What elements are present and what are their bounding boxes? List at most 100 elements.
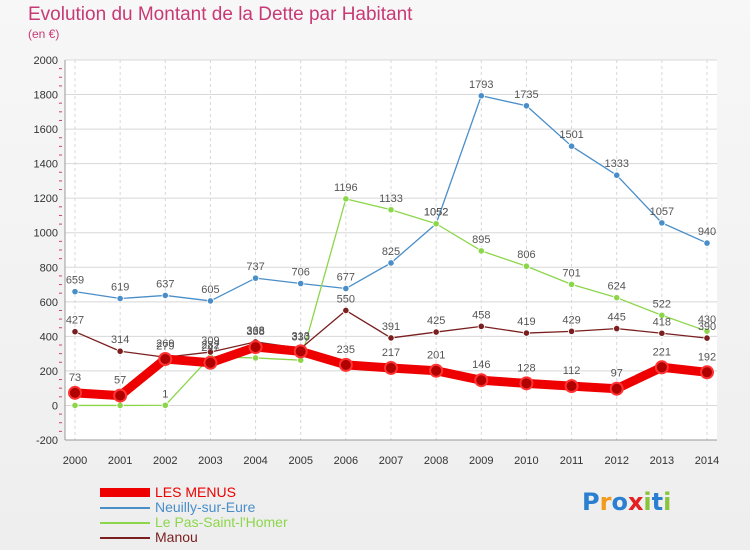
data-point-manou: [432, 328, 440, 336]
data-label-les-menus: 313: [292, 330, 310, 342]
data-point-manou: [206, 348, 215, 356]
data-point-manou: [658, 329, 666, 337]
legend-swatch-manou: [100, 537, 150, 539]
data-point-neuilly-sur-eure: [567, 142, 576, 150]
data-label-les-menus: 338: [246, 326, 264, 338]
data-label-manou: 368: [246, 325, 264, 337]
data-label-neuilly-sur-eure: 637: [156, 278, 174, 290]
data-point-neuilly-sur-eure: [251, 274, 260, 282]
data-point-les-menus: [384, 360, 398, 375]
data-label-le-pas-saint-l-homer: 430: [698, 314, 716, 326]
data-point-neuilly-sur-eure: [522, 102, 531, 110]
data-label-les-menus: 112: [563, 365, 581, 377]
data-label-le-pas-saint-l-homer: 522: [653, 298, 671, 310]
data-point-les-menus: [248, 340, 263, 355]
data-point-manou: [613, 324, 621, 333]
data-label-manou: 425: [427, 315, 445, 327]
data-label-les-menus: 217: [382, 347, 400, 359]
data-label-manou: 309: [201, 335, 219, 347]
data-label-manou: 330: [292, 331, 310, 343]
data-label-les-menus: 97: [611, 368, 623, 380]
data-label-manou: 458: [472, 309, 490, 321]
data-point-le-pas-saint-l-homer: [71, 401, 79, 410]
data-point-neuilly-sur-eure: [342, 284, 350, 293]
data-point-neuilly-sur-eure: [297, 279, 305, 288]
legend-label-manou: Manou: [155, 529, 198, 545]
data-point-les-menus: [293, 344, 308, 359]
data-point-les-menus: [338, 357, 353, 372]
x-tick-label: 2003: [198, 455, 222, 467]
data-point-manou: [703, 334, 711, 342]
data-point-neuilly-sur-eure: [703, 239, 711, 247]
x-tick-label: 2004: [243, 455, 267, 467]
data-label-neuilly-sur-eure: 1793: [469, 79, 493, 91]
data-label-neuilly-sur-eure: 619: [111, 282, 129, 294]
data-label-les-menus: 146: [472, 359, 490, 371]
data-label-manou: 314: [111, 334, 129, 346]
data-label-manou: 429: [562, 314, 580, 326]
x-tick-label: 2006: [334, 455, 358, 467]
y-tick-label: 1600: [34, 124, 58, 136]
data-label-les-menus: 128: [517, 362, 535, 374]
legend-label-le-pas-saint-lhomer: Le Pas-Saint-l'Homer: [155, 514, 288, 530]
data-point-les-menus: [158, 351, 173, 366]
y-tick-label: 200: [40, 366, 58, 378]
logo-letter: t: [651, 488, 664, 516]
data-label-manou: 550: [337, 293, 355, 305]
y-tick-label: 0: [52, 400, 58, 412]
y-tick-label: 1400: [34, 159, 58, 171]
data-point-les-menus: [474, 373, 489, 388]
data-label-le-pas-saint-l-homer: 806: [517, 249, 535, 261]
data-point-manou: [477, 322, 485, 330]
chart-subtitle: (en €): [28, 27, 60, 41]
logo-letter: x: [627, 488, 644, 516]
data-label-le-pas-saint-l-homer: 624: [608, 281, 626, 293]
data-point-le-pas-saint-l-homer: [342, 195, 350, 203]
logo-letter: P: [582, 488, 600, 516]
data-label-neuilly-sur-eure: 1333: [604, 158, 628, 170]
data-label-le-pas-saint-l-homer: 701: [562, 267, 580, 279]
data-point-les-menus: [654, 360, 669, 375]
data-point-manou: [387, 334, 395, 342]
data-point-le-pas-saint-l-homer: [432, 220, 440, 228]
data-label-le-pas-saint-l-homer: 895: [472, 234, 490, 246]
x-tick-label: 2000: [63, 455, 87, 467]
data-label-le-pas-saint-l-homer: 282: [201, 340, 219, 352]
data-point-neuilly-sur-eure: [206, 297, 215, 305]
data-point-les-menus: [68, 385, 82, 400]
chart-title: Evolution du Montant de la Dette par Hab…: [28, 4, 413, 25]
y-tick-label: 600: [40, 297, 58, 309]
data-label-les-menus: 235: [337, 344, 355, 356]
data-point-manou: [342, 306, 350, 315]
data-label-manou: 445: [608, 312, 626, 324]
data-label-les-menus: 247: [201, 342, 219, 354]
data-label-manou: 419: [517, 316, 535, 328]
logo-letter: r: [599, 488, 612, 516]
data-label-neuilly-sur-eure: 940: [698, 226, 716, 238]
data-point-manou: [567, 327, 576, 335]
data-point-manou: [116, 347, 124, 355]
data-label-neuilly-sur-eure: 677: [337, 272, 355, 284]
data-point-les-menus: [564, 379, 579, 394]
x-tick-label: 2014: [695, 455, 719, 467]
legend-swatch-les-menus: [100, 488, 150, 497]
y-tick-label: 400: [40, 331, 58, 343]
legend-swatch-neuilly-sur-eure: [100, 507, 150, 509]
data-point-le-pas-saint-l-homer: [161, 401, 169, 409]
data-label-les-menus: 192: [698, 351, 716, 363]
data-point-le-pas-saint-l-homer: [613, 294, 621, 302]
data-point-neuilly-sur-eure: [387, 259, 395, 267]
y-tick-label: 1000: [34, 228, 58, 240]
data-point-le-pas-saint-l-homer: [116, 401, 124, 410]
data-label-neuilly-sur-eure: 825: [382, 246, 400, 258]
x-tick-label: 2001: [108, 455, 132, 467]
data-point-les-menus: [113, 388, 128, 403]
data-label-les-menus: 73: [69, 372, 81, 384]
data-label-manou: 279: [156, 340, 174, 352]
data-label-neuilly-sur-eure: 706: [292, 267, 310, 279]
data-point-le-pas-saint-l-homer: [477, 247, 485, 255]
data-label-le-pas-saint-l-homer: 1052: [424, 207, 448, 219]
data-point-neuilly-sur-eure: [477, 92, 485, 100]
data-label-neuilly-sur-eure: 659: [66, 275, 84, 287]
